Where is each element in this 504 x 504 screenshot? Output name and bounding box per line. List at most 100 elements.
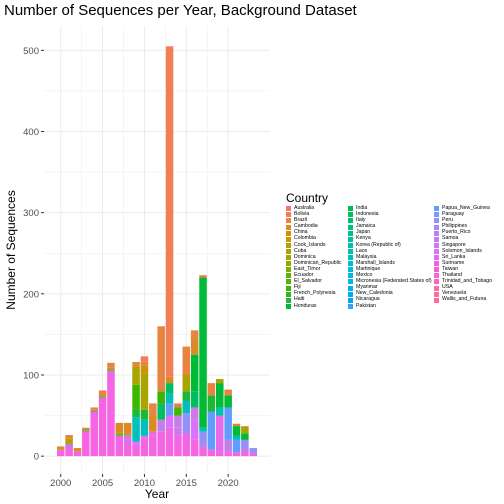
bar-segment [241, 448, 249, 453]
bar-segment [123, 435, 132, 440]
legend-label: Dominica [294, 253, 316, 260]
legend-label: Australia [294, 205, 315, 211]
legend-swatch [434, 297, 439, 303]
bar-segment [56, 446, 65, 449]
legend-label: Samoa [442, 235, 459, 242]
bar-segment [165, 393, 174, 404]
bar-segment [224, 452, 232, 457]
legend-label: Kenya [356, 235, 371, 242]
legend-label: Bolivia [294, 211, 310, 218]
bar-segment [82, 427, 90, 431]
bar-segment [149, 431, 157, 436]
legend-swatch [434, 291, 439, 297]
x-axis-label: Year [145, 487, 169, 501]
bar-segment [249, 448, 258, 453]
legend-label: Colombia [294, 235, 316, 242]
bar-segment [182, 391, 191, 401]
legend-swatch [434, 224, 439, 230]
bars [56, 46, 258, 457]
bar-segment [165, 46, 174, 377]
legend-label: Malaysia [356, 253, 377, 260]
bar-segment [174, 435, 182, 457]
legend-label: Solomon_Islands [442, 247, 482, 254]
legend-label: USA [442, 284, 453, 291]
bar-segment [190, 439, 199, 457]
legend-label: Sri_Lanka [442, 253, 466, 260]
bar-segment [107, 370, 115, 371]
bar-segment [149, 435, 157, 457]
bar-segment [199, 277, 207, 428]
bar-segment [65, 435, 73, 439]
legend-swatch [434, 218, 439, 224]
bar-segment [82, 431, 90, 457]
legend-swatch [286, 248, 291, 254]
legend-label: Italy [356, 217, 366, 224]
bar-segment [123, 433, 132, 436]
bar-segment [132, 366, 140, 385]
legend-label: Suriname [442, 259, 465, 266]
legend-label: El_Salvador [294, 278, 322, 285]
bar-segment [140, 356, 149, 362]
bar-segment [216, 383, 224, 408]
bar-segment [56, 448, 65, 450]
legend-label: China [294, 229, 308, 236]
y-tick-label: 500 [23, 46, 39, 57]
legend-label: Jamaica [356, 223, 376, 230]
bar-segment [65, 438, 73, 444]
bar-segment [157, 403, 165, 420]
legend-swatch [348, 291, 353, 297]
bar-segment [165, 403, 174, 416]
legend-swatch [348, 267, 353, 273]
legend-label: Brazil [294, 217, 307, 224]
bar-segment [190, 407, 199, 420]
bar-segment [107, 367, 115, 371]
legend-label: Martinique [356, 265, 381, 272]
bar-segment [157, 391, 165, 404]
legend-swatch [348, 236, 353, 242]
legend-swatch [348, 206, 353, 212]
y-tick-label: 0 [34, 452, 39, 463]
legend-label: Thailand [442, 272, 462, 279]
bar-segment [65, 443, 73, 445]
bar-segment [140, 365, 149, 374]
legend-swatch [434, 236, 439, 242]
legend-swatch [286, 285, 291, 291]
bar-segment [73, 448, 82, 451]
legend-swatch [286, 303, 291, 309]
legend-swatch [286, 236, 291, 242]
legend-label: Taiwan [442, 265, 459, 272]
bar-segment [157, 419, 165, 432]
bar-segment [140, 409, 149, 420]
bar-segment [182, 346, 191, 375]
legend-swatch [434, 267, 439, 273]
legend-swatch [286, 206, 291, 212]
legend-label: Nicaragua [356, 296, 380, 303]
bar-segment [199, 443, 207, 449]
bar-segment [241, 426, 249, 434]
bar-segment [182, 413, 191, 434]
legend-swatch [434, 212, 439, 218]
legend-label: India [356, 205, 368, 211]
legend-label: Cambodia [294, 223, 318, 230]
bar-segment [73, 451, 82, 457]
bar-segment [190, 330, 199, 339]
bar-segment [123, 443, 132, 457]
legend-swatch [348, 255, 353, 261]
bar-segment [207, 411, 216, 450]
legend-swatch [348, 279, 353, 285]
legend-swatch [434, 285, 439, 291]
legend-label: New_Caledonia [356, 290, 393, 297]
bar-segment [165, 376, 174, 384]
legend-swatch [434, 230, 439, 236]
bar-segment [190, 354, 199, 392]
bar-segment [132, 444, 140, 457]
legend-label: Paraguay [442, 211, 465, 218]
y-tick-label: 400 [23, 127, 39, 138]
legend-swatch [286, 279, 291, 285]
bar-segment [82, 430, 90, 432]
x-tick-label: 2015 [176, 478, 197, 489]
bar-segment [56, 449, 65, 457]
bar-segment [165, 383, 174, 394]
x-tick-label: 2005 [92, 478, 113, 489]
